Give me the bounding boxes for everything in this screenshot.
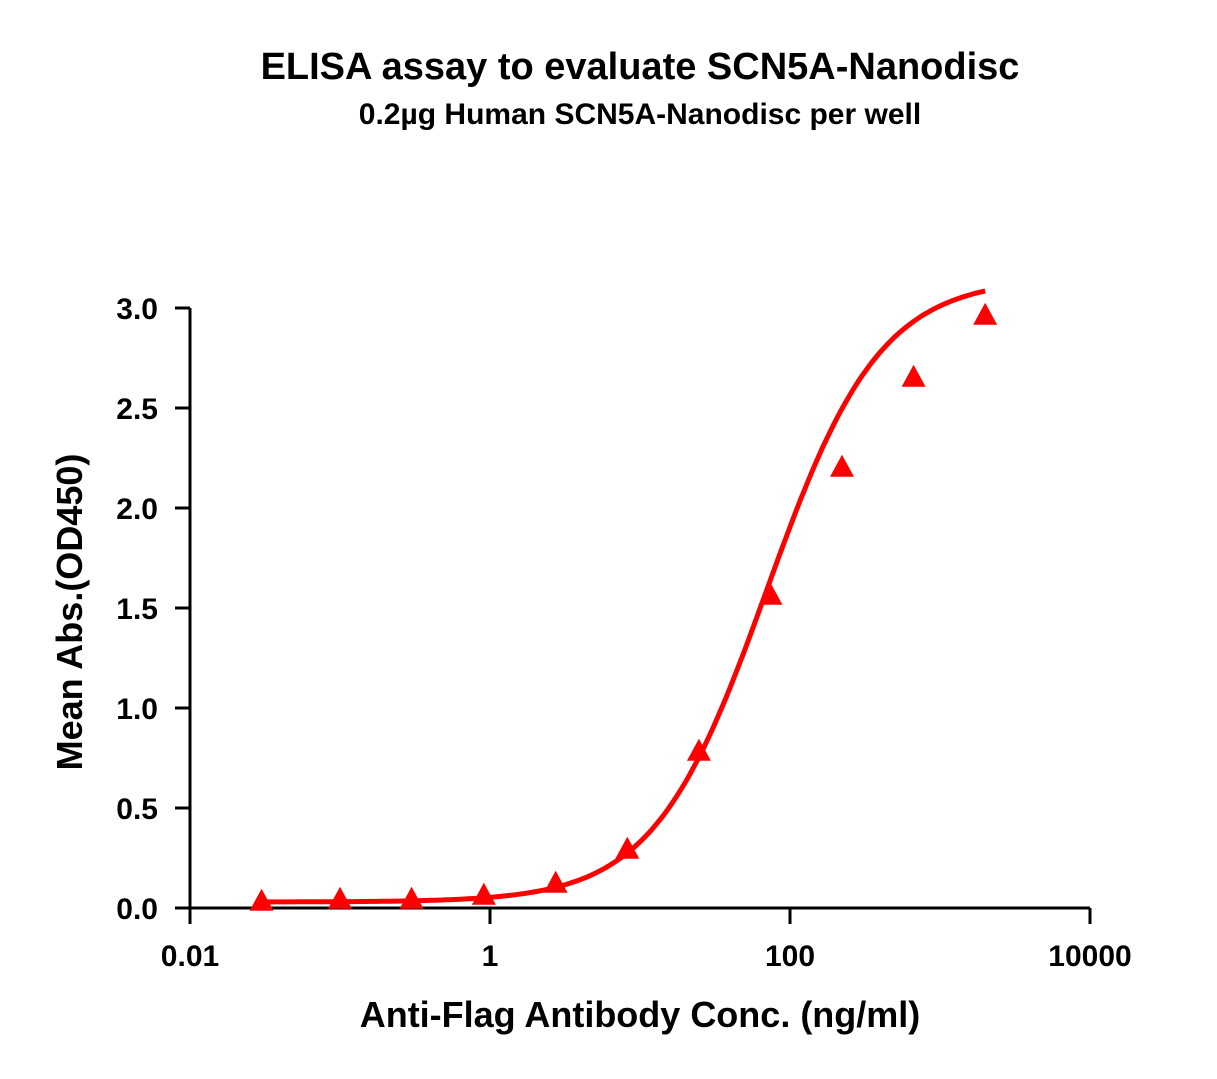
- y-tick-label: 0.0: [116, 893, 158, 926]
- tick-labels: 0.0 0.5 1.0 1.5 2.0 2.5 3.0 0.01 1 100 10000: [116, 293, 1131, 973]
- x-tick-label: 100: [765, 940, 815, 973]
- triangle-marker-icon: [901, 364, 926, 387]
- fit-curve: [261, 288, 986, 905]
- triangle-marker-icon: [399, 886, 424, 909]
- triangle-marker-icon: [543, 870, 568, 893]
- x-tick-label: 1: [482, 940, 499, 973]
- y-tick-label: 2.0: [116, 493, 158, 526]
- triangle-marker-icon: [615, 836, 640, 859]
- y-tick-label: 1.0: [116, 693, 158, 726]
- y-axis-title: Mean Abs.(OD450): [49, 454, 90, 771]
- x-tick-label: 0.01: [161, 940, 219, 973]
- triangle-marker-icon: [249, 888, 274, 911]
- chart-subtitle: 0.2µg Human SCN5A-Nanodisc per well: [358, 98, 922, 131]
- triangle-marker-icon: [758, 582, 783, 605]
- chart-title: ELISA assay to evaluate SCN5A-Nanodisc: [260, 46, 1020, 88]
- y-tick-label: 0.5: [116, 793, 158, 826]
- triangle-marker-icon: [830, 454, 855, 477]
- triangle-marker-icon: [686, 738, 711, 761]
- triangle-marker-icon: [328, 886, 352, 909]
- data-points: [249, 302, 998, 911]
- y-tick-label: 3.0: [116, 293, 158, 326]
- triangle-marker-icon: [973, 302, 998, 325]
- triangle-marker-icon: [471, 882, 496, 905]
- y-tick-label: 1.5: [116, 593, 158, 626]
- y-tick-label: 2.5: [116, 393, 158, 426]
- fit-curve-line: [261, 288, 986, 905]
- x-axis-title: Anti-Flag Antibody Conc. (ng/ml): [360, 994, 921, 1035]
- axes: [175, 306, 1092, 924]
- x-tick-label: 10000: [1048, 940, 1131, 973]
